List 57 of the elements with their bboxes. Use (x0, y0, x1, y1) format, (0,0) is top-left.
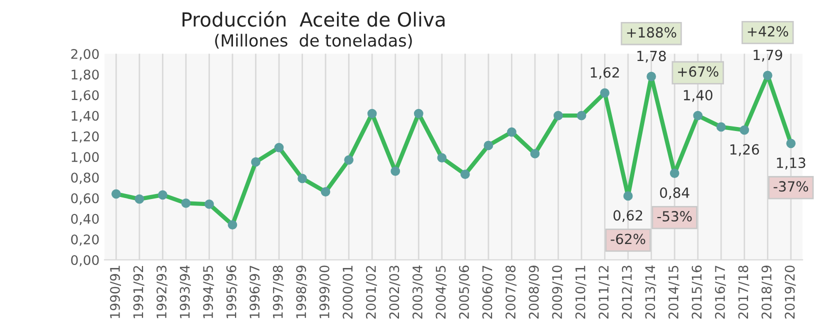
x-tick-label: 2005/06 (459, 266, 470, 319)
data-label: 0,62 (614, 210, 642, 222)
x-tick-label: 2019/20 (784, 266, 796, 319)
x-tick-label: 1993/94 (180, 265, 191, 318)
annotation: -53% (657, 211, 692, 222)
y-tick-label: 1,00 (72, 152, 99, 164)
x-tick-label: 2007/08 (506, 266, 517, 319)
data-label: 1,78 (637, 50, 666, 63)
x-tick-label: 1991/92 (133, 266, 144, 318)
annotation: +67% (678, 66, 718, 77)
x-tick-label: 1997/98 (272, 266, 284, 318)
x-tick-label: 1990/91 (110, 266, 121, 318)
y-tick-label: 2,00 (71, 48, 99, 60)
x-tick-label: 2002/03 (389, 266, 400, 319)
x-tick-label: 2001/02 (366, 266, 377, 319)
data-label: 1,13 (776, 158, 806, 170)
chart-title: Producción Aceite de Oliva (182, 10, 445, 27)
annotation: +188% (627, 27, 676, 38)
x-tick-label: 2006/07 (482, 266, 494, 319)
x-tick-label: 2009/10 (552, 266, 564, 319)
x-tick-label: 2014/15 (668, 266, 680, 319)
x-tick-label: 2016/17 (714, 266, 726, 319)
x-tick-label: 2012/13 (622, 266, 633, 319)
x-tick-label: 2004/05 (436, 266, 447, 319)
x-tick-label: 2015/16 (692, 266, 703, 319)
x-tick-label: 2011/12 (598, 266, 610, 319)
data-label: 1,62 (590, 67, 619, 80)
y-tick-label: 1,80 (72, 70, 99, 81)
x-tick-label: 2008/09 (528, 266, 540, 319)
x-tick-label: 1994/95 (203, 266, 214, 318)
x-tick-label: 1998/99 (296, 266, 308, 318)
data-label: 1,26 (730, 144, 759, 156)
annotation: +42% (748, 26, 788, 37)
x-tick-label: 1999/00 (319, 266, 330, 318)
data-label: 0,84 (660, 187, 690, 200)
x-tick-label: 1996/97 (250, 266, 261, 318)
annotation: -37% (774, 181, 808, 192)
x-tick-label: 2018/19 (762, 266, 773, 319)
x-tick-label: 2000/01 (342, 266, 354, 319)
x-tick-label: 2013/14 (645, 265, 656, 319)
y-tick-label: 0,20 (71, 234, 99, 246)
x-tick-label: 2017/18 (738, 266, 750, 319)
y-tick-label: 1,40 (72, 110, 99, 122)
y-tick-label: 1,20 (72, 131, 99, 143)
x-tick-label: 2010/11 (575, 266, 586, 319)
y-tick-label: 0,00 (71, 255, 99, 266)
data-label: 1,79 (754, 50, 782, 62)
y-tick-label: 0,60 (71, 193, 99, 205)
x-tick-label: 1992/93 (156, 266, 168, 318)
y-tick-label: 1,60 (72, 90, 99, 102)
y-tick-label: 0,80 (71, 172, 99, 184)
annotation: -62% (610, 234, 646, 244)
x-tick-label: 1995/96 (226, 266, 238, 318)
data-label: 1,40 (684, 90, 712, 102)
y-tick-label: 0,40 (71, 214, 99, 226)
chart-subtitle: (Millones de toneladas) (215, 34, 412, 49)
x-tick-label: 2003/04 (412, 265, 424, 319)
